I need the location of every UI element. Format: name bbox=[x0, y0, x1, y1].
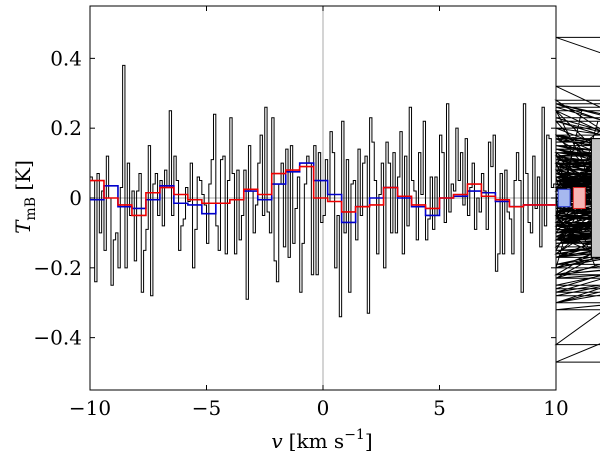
tick-layer: −10 −5 0 5 10 0.4 0.2 0 −0.2 −0.4 bbox=[33, 6, 569, 420]
x-axis-label: v [km s−1] bbox=[271, 427, 372, 453]
y-tick-label: 0.2 bbox=[50, 116, 82, 140]
y-tick-label: −0.4 bbox=[33, 326, 82, 350]
y-axis-label: TmB [K] bbox=[11, 160, 39, 234]
series-layer bbox=[90, 36, 600, 363]
y-tick-label: 0 bbox=[69, 186, 82, 210]
series-line-2 bbox=[90, 162, 556, 224]
marker-box-3 bbox=[590, 138, 600, 258]
x-tick-label: 0 bbox=[317, 396, 330, 420]
marker-layer bbox=[557, 138, 600, 258]
series-line-3 bbox=[90, 165, 556, 217]
marker-box-1 bbox=[557, 188, 571, 208]
x-tick-label: 5 bbox=[433, 396, 446, 420]
y-tick-label: −0.2 bbox=[33, 256, 82, 280]
series-line-1 bbox=[90, 36, 600, 363]
x-tick-label: −10 bbox=[69, 396, 111, 420]
marker-box-2 bbox=[572, 187, 586, 209]
x-tick-label: 10 bbox=[543, 396, 568, 420]
y-tick-label: 0.4 bbox=[50, 46, 82, 70]
x-tick-label: −5 bbox=[192, 396, 221, 420]
